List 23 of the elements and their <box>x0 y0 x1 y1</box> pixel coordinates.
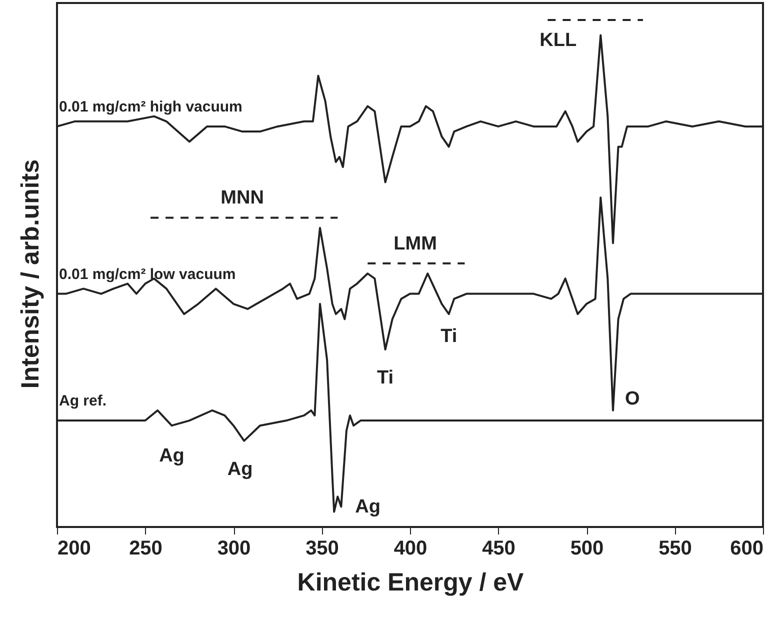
x-tick-label: 600 <box>730 538 764 560</box>
series-label: 0.01 mg/cm² low vacuum <box>59 266 236 283</box>
annotation: Ag <box>159 446 184 467</box>
series-label: Ag ref. <box>59 392 107 410</box>
annotation: O <box>624 388 640 410</box>
x-tick-label: 350 <box>306 538 339 560</box>
series-label: 0.01 mg/cm² high vacuum <box>59 98 242 116</box>
x-axis-title: Kinetic Energy / eV <box>297 568 524 596</box>
annotation: LMM <box>394 233 437 254</box>
x-tick-label: 200 <box>58 538 91 560</box>
x-tick-label: 250 <box>129 538 162 560</box>
annotation: Ag <box>355 496 380 518</box>
annotation: Ti <box>440 326 458 348</box>
x-tick-label: 550 <box>658 538 692 560</box>
x-tick-label: 500 <box>570 538 604 560</box>
x-tick-label: 450 <box>482 538 516 560</box>
annotation: KLL <box>540 30 577 51</box>
annotation: MNN <box>220 188 264 209</box>
x-tick-label: 400 <box>394 538 428 560</box>
annotation: Ti <box>377 368 394 389</box>
x-tick-label: 300 <box>217 538 251 560</box>
y-axis-title: Intensity / arb.units <box>16 159 44 389</box>
annotation: Ag <box>227 458 253 480</box>
